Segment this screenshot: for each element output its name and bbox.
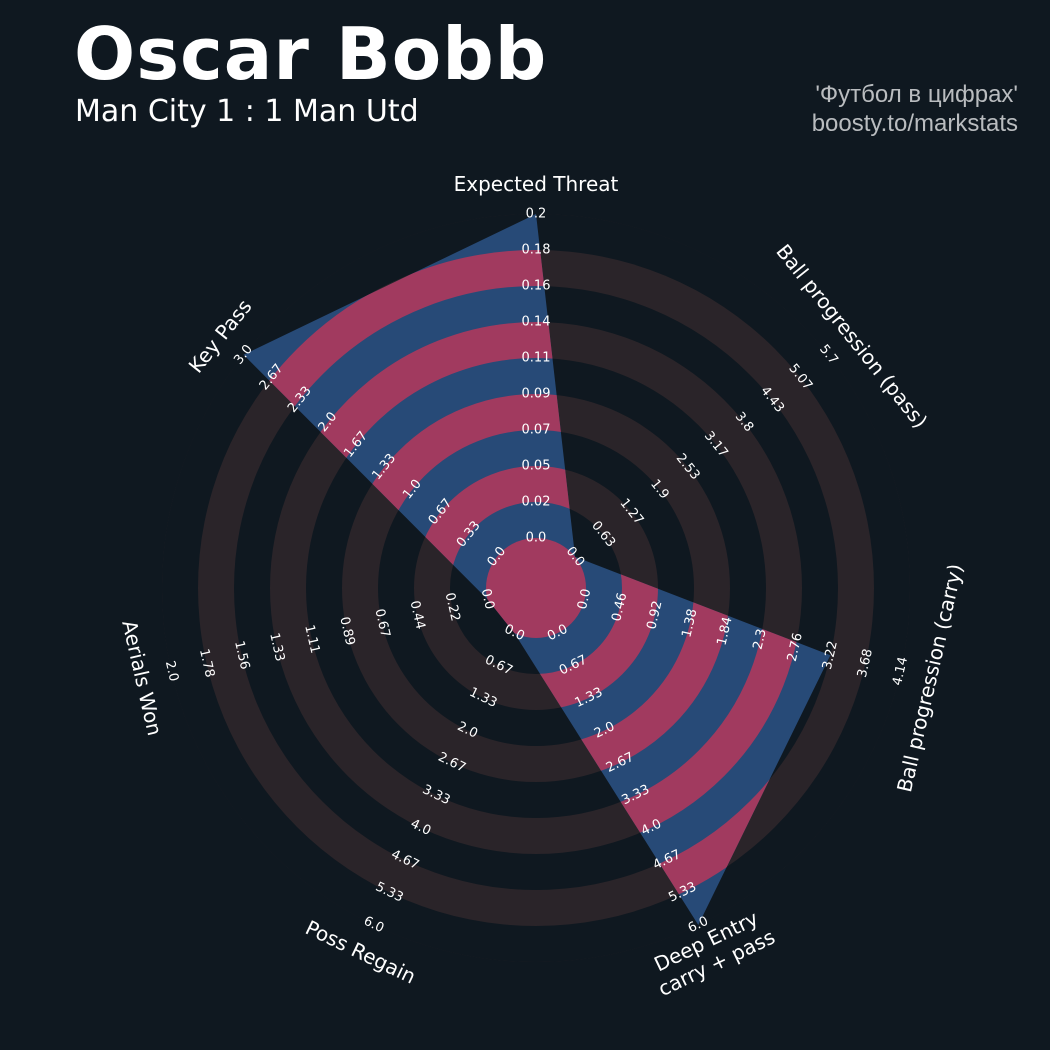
tick-label: 0.89 bbox=[336, 615, 357, 647]
tick-label: 0.16 bbox=[522, 279, 551, 294]
tick-label: 1.84 bbox=[715, 615, 736, 647]
tick-label: 4.14 bbox=[890, 655, 911, 687]
player-name-title: Oscar Bobb bbox=[74, 12, 548, 96]
axis-label: Aerials Won bbox=[117, 618, 167, 738]
axis-label-line: Expected Threat bbox=[454, 172, 619, 196]
tick-label: 0.14 bbox=[522, 315, 551, 330]
tick-label: 0.09 bbox=[522, 387, 551, 402]
tick-label: 2.76 bbox=[785, 631, 806, 663]
tick-label: 2.0 bbox=[162, 659, 181, 683]
tick-label: 1.78 bbox=[196, 647, 217, 679]
tick-label: 1.38 bbox=[679, 607, 700, 639]
tick-label: 3.68 bbox=[855, 647, 876, 679]
tick-label: 1.33 bbox=[266, 631, 287, 663]
tick-label: 0.22 bbox=[442, 591, 463, 623]
tick-label: 3.22 bbox=[820, 639, 841, 671]
highlight-center bbox=[486, 538, 586, 638]
tick-label: 0.0 bbox=[575, 587, 594, 611]
tick-label: 0.11 bbox=[522, 351, 551, 366]
tick-label: 1.56 bbox=[231, 639, 252, 671]
tick-label: 0.02 bbox=[522, 495, 551, 510]
axis-label: Expected Threat bbox=[454, 172, 619, 196]
match-subtitle: Man City 1 : 1 Man Utd bbox=[75, 94, 419, 129]
axis-label-line: Aerials Won bbox=[117, 618, 167, 738]
tick-label: 0.92 bbox=[644, 599, 665, 631]
tick-label: 0.07 bbox=[522, 423, 551, 438]
tick-label: 0.0 bbox=[478, 587, 497, 611]
tick-label: 1.11 bbox=[301, 623, 322, 655]
tick-label: 0.2 bbox=[526, 207, 547, 222]
credit-block: 'Футбол в цифрах' boosty.to/markstats bbox=[812, 80, 1018, 138]
tick-label: 0.0 bbox=[526, 531, 547, 546]
credit-line-1: 'Футбол в цифрах' bbox=[815, 81, 1018, 108]
tick-label: 0.46 bbox=[609, 591, 630, 623]
tick-label: 0.05 bbox=[522, 459, 551, 474]
tick-label: 0.18 bbox=[522, 243, 551, 258]
tick-label: 0.44 bbox=[407, 599, 428, 631]
tick-label: 2.3 bbox=[751, 627, 770, 651]
credit-line-2: boosty.to/markstats bbox=[811, 110, 1018, 137]
tick-label: 0.67 bbox=[371, 607, 392, 639]
